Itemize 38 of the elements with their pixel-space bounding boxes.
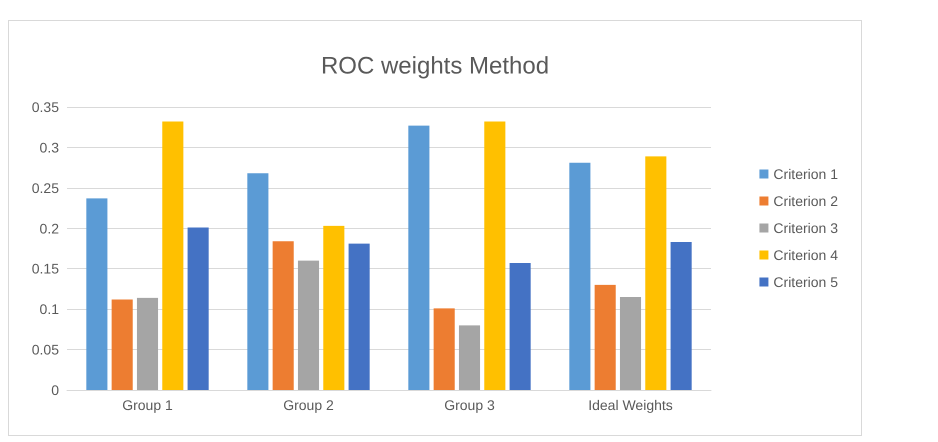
y-tick-label: 0.25: [32, 180, 60, 196]
chart-title: ROC weights Method: [320, 52, 550, 80]
y-tick-label: 0.3: [40, 139, 60, 156]
y-tick-label: 0: [51, 382, 60, 398]
bar: [162, 122, 184, 390]
legend-label: Criterion 4: [773, 247, 838, 263]
y-tick-label: 0.15: [32, 260, 60, 277]
x-tick-label: Ideal Weights: [588, 397, 673, 413]
x-tick-label: Group 1: [122, 397, 174, 413]
bar: [670, 242, 692, 390]
bar: [408, 126, 430, 390]
y-tick-label: 0.1: [40, 301, 60, 318]
legend-label: Criterion 5: [773, 274, 838, 290]
bar: [620, 297, 642, 390]
bar: [484, 122, 506, 390]
bar: [247, 173, 268, 390]
x-tick-label: Group 3: [444, 397, 496, 413]
bar: [458, 325, 480, 390]
bar: [86, 198, 108, 390]
bar: [645, 156, 666, 390]
legend-label: Criterion 2: [773, 193, 838, 209]
bar: [510, 263, 531, 390]
y-tick-label: 0.05: [32, 342, 60, 358]
bar: [298, 260, 320, 390]
legend-label: Criterion 1: [773, 166, 838, 182]
bar: [434, 308, 455, 390]
bar: [136, 298, 158, 390]
bar: [594, 284, 616, 390]
bar: [569, 162, 590, 390]
x-tick-label: Group 2: [283, 397, 334, 413]
bar: [348, 244, 370, 390]
bar: [112, 299, 133, 390]
y-tick-label: 0.35: [32, 99, 60, 115]
y-tick-label: 0.2: [40, 220, 60, 236]
bar: [323, 226, 344, 390]
legend-label: Criterion 3: [773, 220, 838, 236]
bar: [272, 241, 294, 390]
bar: [188, 227, 209, 390]
